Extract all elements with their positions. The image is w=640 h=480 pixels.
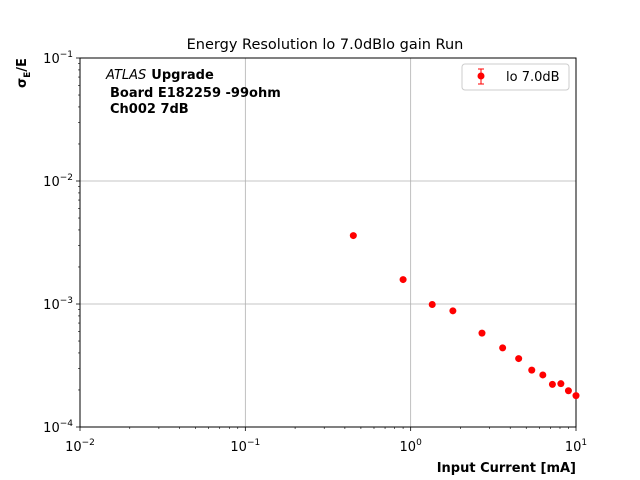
y-axis-label-sub: E [23, 72, 33, 78]
atlas-annotation: ATLAS Upgrade Board E182259 -99ohm Ch002 … [105, 68, 281, 117]
y-axis-label-rest: /E [15, 58, 30, 72]
x-tick-base: 10 [400, 440, 417, 455]
data-point [349, 232, 357, 240]
x-tick-exponent: −1 [247, 438, 260, 448]
legend-label: lo 7.0dB [506, 70, 560, 85]
data-point [557, 380, 565, 388]
legend: lo 7.0dB [461, 63, 570, 91]
x-tick-label: 10−1 [230, 438, 260, 455]
x-tick-base: 10 [230, 440, 247, 455]
y-tick-base: 10 [43, 52, 60, 67]
x-tick-base: 10 [65, 440, 82, 455]
x-tick-label: 100 [400, 438, 423, 455]
y-tick-label: 10−1 [43, 50, 73, 67]
data-point [428, 301, 436, 309]
legend-box [461, 63, 570, 91]
y-tick-base: 10 [43, 298, 60, 313]
data-point [478, 329, 486, 337]
upgrade-text: Upgrade [151, 68, 214, 83]
data-point [564, 387, 572, 395]
data-point [548, 380, 556, 388]
series-points [349, 232, 580, 400]
x-tick-exponent: 0 [416, 438, 422, 448]
y-tick-exponent: −3 [60, 296, 73, 306]
atlas-label: ATLAS Upgrade [105, 68, 214, 83]
x-tick-base: 10 [565, 440, 582, 455]
atlas-text: ATLAS [105, 68, 146, 83]
board-label: Board E182259 -99ohm [110, 86, 281, 101]
chart-title: Energy Resolution lo 7.0dBlo gain Run [187, 37, 464, 53]
channel-label: Ch002 7dB [110, 102, 189, 117]
y-tick-label: 10−3 [43, 296, 73, 313]
data-point [399, 276, 407, 284]
y-axis-label: σE/E [15, 58, 33, 88]
x-axis-label: Input Current [mA] [437, 461, 576, 476]
y-tick-label: 10−4 [43, 419, 73, 436]
data-point [572, 392, 580, 400]
y-tick-base: 10 [43, 421, 60, 436]
y-tick-exponent: −4 [60, 419, 74, 429]
y-tick-exponent: −1 [60, 50, 73, 60]
y-tick-exponent: −2 [60, 173, 73, 183]
data-point [528, 366, 536, 374]
data-point [449, 307, 457, 315]
y-tick-base: 10 [43, 175, 60, 190]
data-point [515, 355, 523, 363]
y-tick-label: 10−2 [43, 173, 73, 190]
legend-marker [477, 72, 485, 80]
x-tick-exponent: −2 [82, 438, 95, 448]
x-tick-label: 10−2 [65, 438, 95, 455]
y-axis-label-sigma: σ [15, 78, 30, 88]
data-point [499, 344, 507, 352]
data-point [539, 371, 547, 379]
x-tick-label: 101 [565, 438, 587, 455]
plot-area [79, 57, 577, 428]
x-tick-exponent: 1 [581, 438, 587, 448]
